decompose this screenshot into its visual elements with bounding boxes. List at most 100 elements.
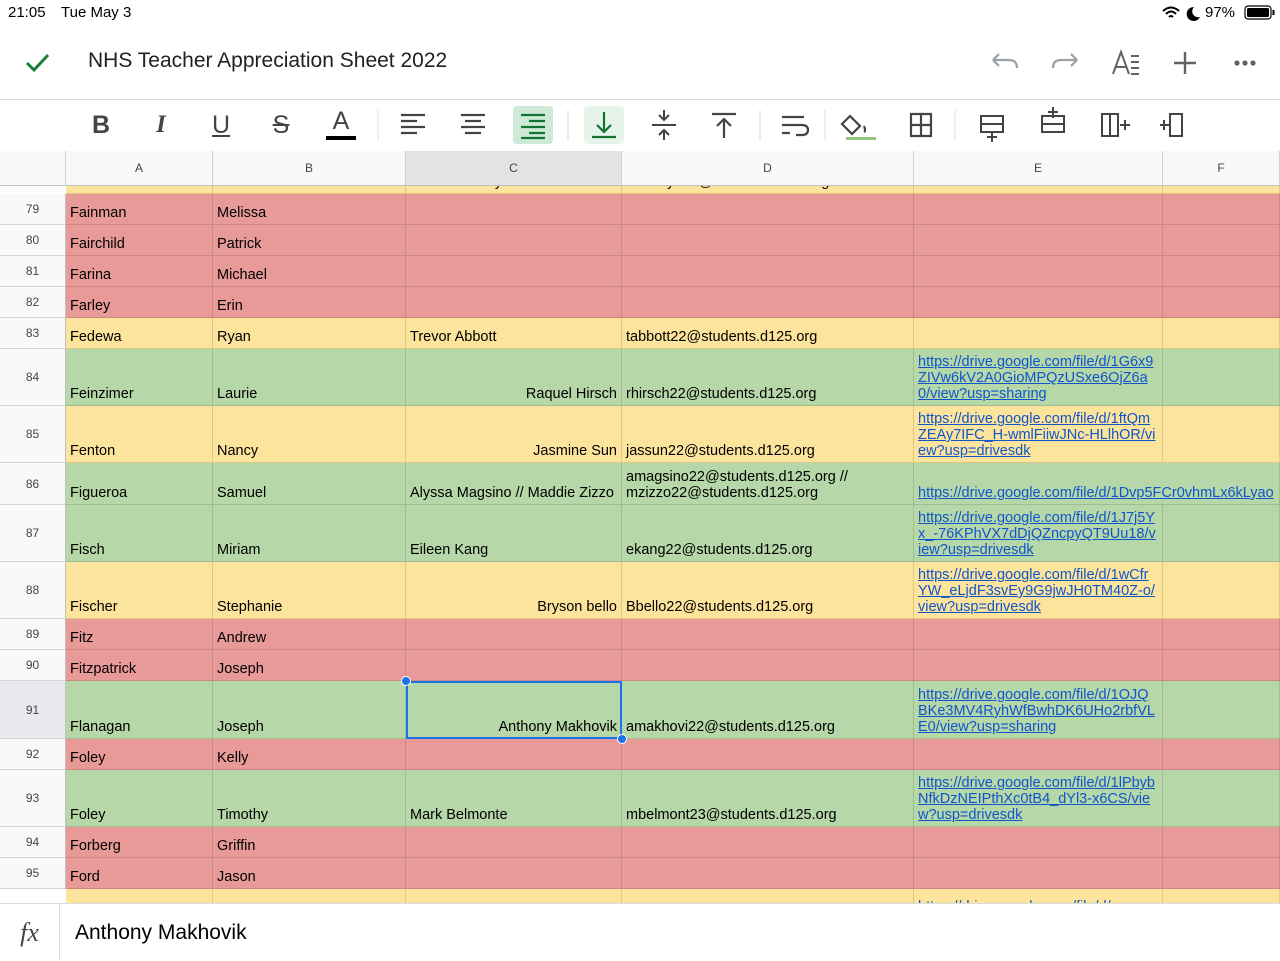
cell[interactable]: Jasmine Sun	[406, 406, 622, 463]
cell[interactable]: Samuel	[213, 463, 406, 505]
cell[interactable]	[1163, 463, 1280, 505]
cell[interactable]: Fenton	[66, 406, 213, 463]
cell[interactable]	[914, 225, 1163, 256]
cell[interactable]	[1163, 619, 1280, 650]
cell[interactable]: Anthony Makhovik	[406, 681, 622, 739]
cell[interactable]	[622, 827, 914, 858]
cell[interactable]	[1163, 287, 1280, 318]
cell[interactable]	[914, 287, 1163, 318]
cell[interactable]	[914, 739, 1163, 770]
cell[interactable]	[914, 186, 1163, 194]
cell[interactable]	[914, 827, 1163, 858]
cell[interactable]: https://drive.google.com/file/d/1Dvp5FCr…	[914, 463, 1274, 505]
cell[interactable]: https://drive.google.com/file/d/1lPbybNf…	[914, 770, 1163, 827]
cell[interactable]: amakhovi22@students.d125.org	[622, 681, 914, 739]
cell[interactable]	[406, 619, 622, 650]
cell[interactable]: Farley	[66, 287, 213, 318]
cell[interactable]	[1163, 681, 1280, 739]
cell[interactable]	[1163, 256, 1280, 287]
cell[interactable]: Feinzimer	[66, 349, 213, 406]
cell[interactable]	[406, 858, 622, 889]
cell[interactable]: Fairchild	[66, 225, 213, 256]
cell[interactable]: Miriam	[213, 505, 406, 562]
cell[interactable]: jassun22@students.d125.org	[622, 406, 914, 463]
cell[interactable]: Flanagan	[66, 681, 213, 739]
cell[interactable]: Christina	[213, 186, 406, 194]
column-header[interactable]: C	[406, 151, 622, 186]
cell[interactable]: Andrew	[213, 619, 406, 650]
column-header[interactable]: D	[622, 151, 914, 186]
cell[interactable]: Fitz	[66, 619, 213, 650]
cell[interactable]: Joseph	[213, 650, 406, 681]
cell[interactable]: Trevor Abbott	[406, 318, 622, 349]
cell[interactable]	[622, 889, 914, 903]
more[interactable]	[1234, 60, 1256, 66]
cell[interactable]: Mark Belmonte	[406, 770, 622, 827]
cell[interactable]: Fitzpatrick	[66, 650, 213, 681]
cell[interactable]	[1163, 225, 1280, 256]
cell[interactable]: Melissa	[213, 194, 406, 225]
cell[interactable]: Griffin	[213, 827, 406, 858]
cell-link[interactable]: https://drive.google.com/file/d/1lPbybNf…	[918, 775, 1155, 823]
column-header[interactable]: E	[914, 151, 1163, 186]
cell[interactable]: Stephanie	[213, 562, 406, 619]
cell[interactable]	[213, 889, 406, 903]
cell[interactable]	[622, 739, 914, 770]
cell[interactable]	[1163, 406, 1280, 463]
cell[interactable]	[406, 889, 622, 903]
cell[interactable]: Alyssa Magsino // Maddie Zizzo	[406, 463, 622, 505]
cell[interactable]: ekang22@students.d125.org	[622, 505, 914, 562]
cell[interactable]: Bryson bello	[406, 562, 622, 619]
cell[interactable]	[622, 858, 914, 889]
cell[interactable]: https://drive.google.com/file/d/1ftQmZEA…	[914, 406, 1163, 463]
cell[interactable]	[1163, 770, 1280, 827]
selection-handle[interactable]	[617, 734, 627, 744]
column-header[interactable]: F	[1163, 151, 1280, 186]
cell[interactable]: Joseph	[213, 681, 406, 739]
cell-link[interactable]: https://drive.google.com/file/d/1wCfrYW_…	[918, 567, 1155, 615]
cell[interactable]: mbelmont23@students.d125.org	[622, 770, 914, 827]
cell[interactable]: Jason	[213, 858, 406, 889]
cell[interactable]: https://drive.google.com/file/d/1G6x9ZIV…	[914, 349, 1163, 406]
text-color-button[interactable]: A	[326, 106, 356, 140]
cell[interactable]	[1163, 739, 1280, 770]
cell[interactable]: Ryan	[213, 318, 406, 349]
cell[interactable]: Bbello22@students.d125.org	[622, 562, 914, 619]
cell[interactable]	[1163, 827, 1280, 858]
cell[interactable]	[622, 287, 914, 318]
cell[interactable]	[622, 225, 914, 256]
strikethrough-button[interactable]: S	[272, 110, 290, 139]
cell[interactable]: Forberg	[66, 827, 213, 858]
cell[interactable]	[914, 650, 1163, 681]
cell[interactable]: Timothy	[213, 770, 406, 827]
cell[interactable]: Fedewa	[66, 318, 213, 349]
underline-button[interactable]: U	[211, 110, 231, 139]
cell[interactable]: amagsino22@students.d125.org // mzizzo22…	[622, 463, 914, 505]
cell[interactable]	[622, 619, 914, 650]
cell[interactable]: https://drive.google.com/file/d/1OJQBKe3…	[914, 681, 1163, 739]
cell[interactable]: Foley	[66, 739, 213, 770]
cell[interactable]	[1163, 858, 1280, 889]
cell[interactable]: Nancy	[213, 406, 406, 463]
cell[interactable]: Foley	[66, 770, 213, 827]
cell-link[interactable]: https://drive.google.com/file/d/	[918, 899, 1111, 903]
document-title[interactable]: NHS Teacher Appreciation Sheet 2022	[88, 49, 448, 72]
cell[interactable]	[914, 858, 1163, 889]
cell[interactable]	[406, 256, 622, 287]
cell[interactable]	[1163, 650, 1280, 681]
redo[interactable]	[1051, 53, 1078, 69]
bold-button[interactable]: B	[91, 110, 111, 139]
cell[interactable]: Eileen Kang	[406, 505, 622, 562]
cell[interactable]: rhirsch22@students.d125.org	[622, 349, 914, 406]
cell[interactable]	[406, 827, 622, 858]
cell[interactable]: Natalia Waszynska	[406, 186, 622, 194]
cell-link[interactable]: https://drive.google.com/file/d/1J7j5Yx_…	[918, 510, 1156, 558]
format[interactable]	[1112, 49, 1139, 75]
cell[interactable]: Laurie	[213, 349, 406, 406]
cell[interactable]: https://drive.google.com/file/d/	[914, 889, 1163, 903]
cell[interactable]: Raquel Hirsch	[406, 349, 622, 406]
cell[interactable]: Ford	[66, 858, 213, 889]
cell[interactable]	[1163, 562, 1280, 619]
cell[interactable]	[406, 225, 622, 256]
cell[interactable]: Erin	[213, 287, 406, 318]
